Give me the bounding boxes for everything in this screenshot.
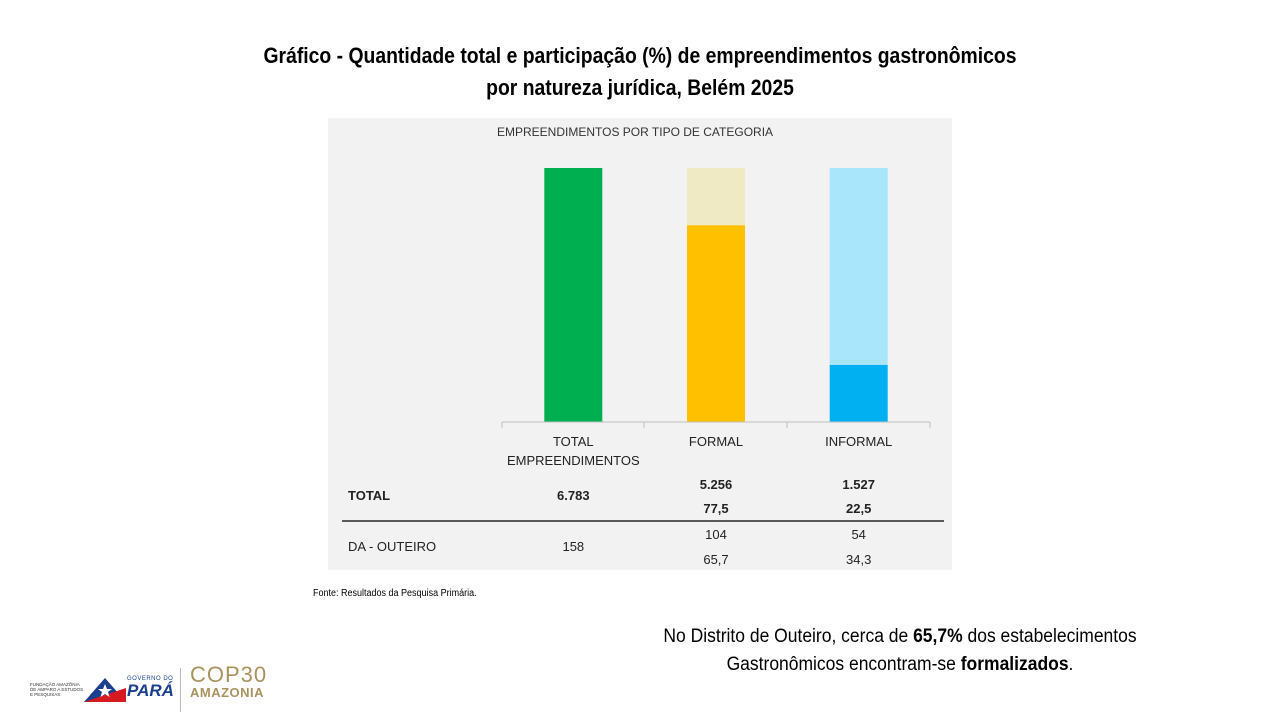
category-label-2: INFORMAL: [825, 434, 892, 449]
table-row-0-formal-count: 5.256: [700, 477, 733, 492]
chart-svg: EMPREENDIMENTOS POR TIPO DE CATEGORIA TO…: [342, 125, 944, 567]
conclusion-part-1: No Distrito de Outeiro, cerca de: [663, 626, 914, 647]
source-note: Fonte: Resultados da Pesquisa Primária.: [313, 588, 477, 599]
table-row-0-informal-percent: 22,5: [846, 501, 871, 516]
table-row-1-total: 158: [562, 539, 584, 554]
fapespa-logo: FUNDAÇÃO AMAZÔNIA DE AMPARO A ESTUDOS E …: [30, 682, 84, 697]
cop30-label: COP30: [190, 662, 268, 687]
bar-1-segment-0: [687, 225, 745, 422]
table-row-1-formal-percent: 65,7: [703, 552, 728, 567]
slide-title-line-1: Gráfico - Quantidade total e participaçã…: [263, 43, 1017, 68]
conclusion-part-2: dos estabelecimentos: [962, 626, 1137, 647]
governo-para-logo: GOVERNO DO PARÁ: [127, 676, 174, 700]
bar-1-segment-1: [687, 168, 745, 226]
conclusion-part-4: .: [1068, 654, 1074, 675]
table-row-1-formal-count: 104: [705, 527, 727, 542]
category-labels: TOTAL EMPREENDIMENTOS FORMAL INFORMAL: [507, 434, 892, 468]
chart-title: EMPREENDIMENTOS POR TIPO DE CATEGORIA: [497, 125, 773, 139]
table-row-1-informal-count: 54: [851, 527, 865, 542]
table-row-0-total: 6.783: [557, 488, 590, 503]
para-flag-icon: [84, 678, 126, 702]
slide-title-line-2: por natureza jurídica, Belém 2025: [486, 75, 794, 100]
data-table: TOTAL 6.783 5.256 77,5 1.527 22,5 DA - OUTEIRO…: [348, 477, 875, 567]
cop30-logo: COP30 AMAZONIA: [190, 664, 267, 700]
table-row-1-informal-percent: 34,3: [846, 552, 871, 567]
category-label-0-line-1: TOTAL: [553, 434, 594, 449]
conclusion-highlight-percent: 65,7%: [913, 626, 963, 647]
amazonia-label: AMAZONIA: [190, 685, 265, 700]
bar-2-segment-1: [829, 168, 888, 365]
para-label: PARÁ: [127, 681, 174, 700]
table-row-0-formal-percent: 77,5: [703, 501, 728, 516]
chart-panel: EMPREENDIMENTOS POR TIPO DE CATEGORIA TO…: [328, 118, 952, 570]
slide-title: Gráfico - Quantidade total e participaçã…: [200, 40, 1080, 104]
table-row-0-informal-count: 1.527: [842, 477, 875, 492]
conclusion-part-3: Gastronômicos encontram-se: [726, 654, 961, 675]
bar-2-segment-0: [829, 364, 888, 422]
category-label-0-line-2: EMPREENDIMENTOS: [507, 453, 640, 468]
governo-label: GOVERNO DO: [127, 676, 174, 682]
category-label-1: FORMAL: [689, 434, 743, 449]
table-row-0-label: TOTAL: [348, 488, 390, 503]
bars-layer: [544, 168, 888, 422]
bar-0-segment-0: [544, 168, 603, 422]
conclusion-text: No Distrito de Outeiro, cerca de 65,7% d…: [615, 623, 1185, 679]
conclusion-highlight-formal: formalizados: [960, 654, 1069, 675]
logo-separator: [180, 668, 181, 712]
table-row-1-label: DA - OUTEIRO: [348, 539, 436, 554]
